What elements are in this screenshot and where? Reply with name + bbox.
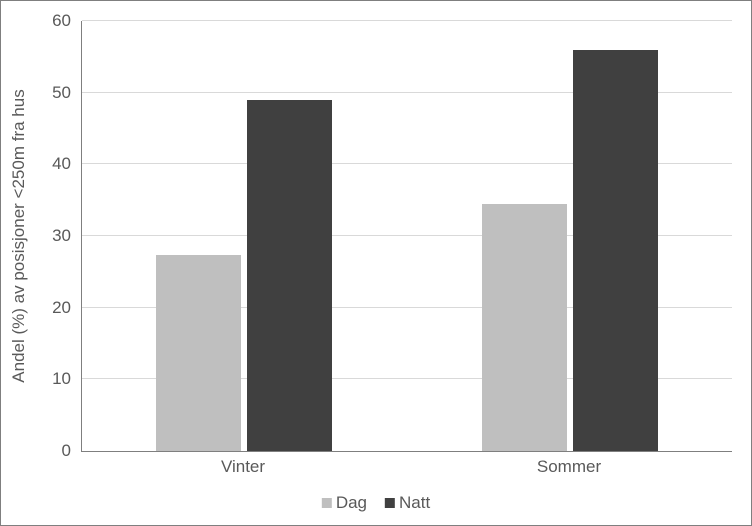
y-tick-label: 40 xyxy=(31,154,71,174)
x-tick-label: Vinter xyxy=(221,457,265,477)
legend-label: Dag xyxy=(336,493,367,513)
legend-item: Dag xyxy=(322,493,367,513)
legend-item: Natt xyxy=(385,493,430,513)
y-tick-label: 0 xyxy=(31,441,71,461)
bar xyxy=(482,204,567,451)
gridline xyxy=(82,20,732,21)
y-tick-label: 30 xyxy=(31,226,71,246)
x-tick-label: Sommer xyxy=(537,457,601,477)
bar xyxy=(156,255,241,451)
y-axis-label: Andel (%) av posisjoner <250m fra hus xyxy=(9,89,29,382)
chart-container: Andel (%) av posisjoner <250m fra hus Da… xyxy=(0,0,752,526)
legend-label: Natt xyxy=(399,493,430,513)
bar xyxy=(573,50,658,451)
y-tick-label: 10 xyxy=(31,369,71,389)
legend-swatch xyxy=(385,498,395,508)
legend-swatch xyxy=(322,498,332,508)
plot-area xyxy=(81,21,732,452)
bar xyxy=(247,100,332,451)
y-tick-label: 20 xyxy=(31,298,71,318)
y-tick-label: 60 xyxy=(31,11,71,31)
y-tick-label: 50 xyxy=(31,83,71,103)
legend: Dag Natt xyxy=(322,493,430,513)
